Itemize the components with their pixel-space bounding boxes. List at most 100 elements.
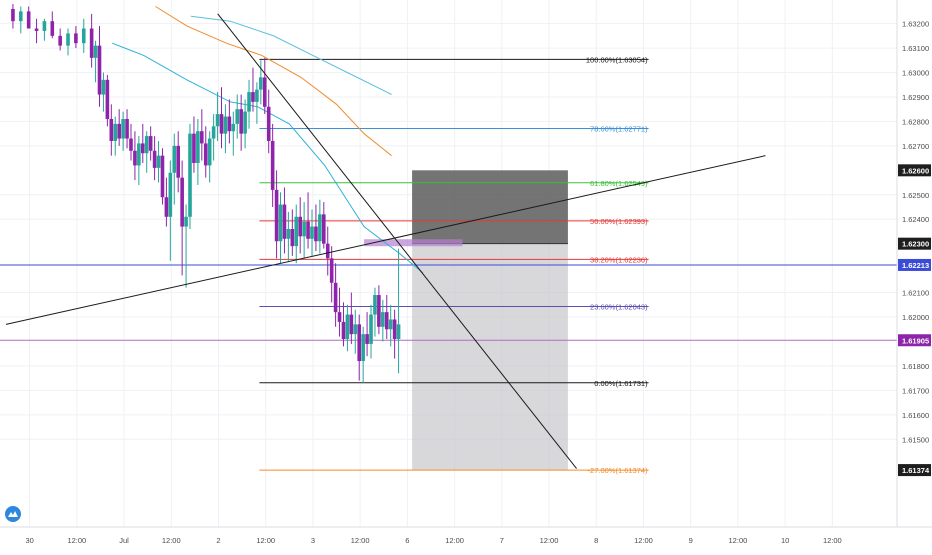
candle-body: [314, 226, 318, 242]
candlestick-series: [11, 4, 401, 384]
moving-averages: [112, 6, 424, 274]
price-tick-label: 1.61700: [902, 386, 929, 395]
time-tick-label: 12:00: [67, 536, 86, 545]
candle-body: [294, 216, 299, 247]
price-axis[interactable]: 1.63200 1.63100 1.63000 1.62900 1.62800 1.627…: [896, 0, 932, 550]
candle-body: [369, 314, 373, 344]
candle-body: [176, 145, 181, 178]
candle-body: [172, 145, 177, 173]
candle-body: [34, 28, 39, 31]
time-tick-label: 12:00: [256, 536, 275, 545]
candle-body: [168, 172, 173, 217]
candle-body: [211, 126, 216, 139]
candle-body: [180, 177, 184, 227]
price-tick-label: 1.62400: [902, 215, 929, 224]
candle-body: [357, 324, 362, 362]
candle-body: [274, 189, 279, 242]
position-zones[interactable]: [364, 170, 568, 471]
candle-body: [310, 226, 314, 239]
candle-body: [200, 131, 204, 144]
trendline[interactable]: [217, 13, 577, 469]
candle-body: [377, 295, 381, 327]
candle-body: [89, 28, 94, 58]
time-tick-label: 30: [25, 536, 33, 545]
price-tick-label: 1.62700: [902, 142, 929, 151]
candle-body: [58, 35, 62, 46]
take-profit-zone[interactable]: [412, 243, 568, 471]
candle-body: [101, 79, 106, 95]
candle-body: [26, 11, 31, 29]
candle-body: [152, 150, 157, 168]
price-tick-label: 1.61600: [902, 411, 929, 420]
moving-average-line: [112, 42, 424, 274]
candle-body: [318, 214, 322, 242]
time-tick-label: 12:00: [351, 536, 370, 545]
price-tick-label: 1.62100: [902, 289, 929, 298]
price-badge-label: 1.62213: [902, 261, 929, 270]
candle-body: [184, 216, 188, 227]
fib-level-label: 78.60%(1.62771): [590, 125, 648, 134]
price-badge-label: 1.62300: [902, 240, 929, 249]
candle-body: [164, 197, 169, 217]
candle-body: [243, 111, 247, 134]
candle-body: [247, 92, 251, 112]
candle-body: [196, 131, 200, 163]
candle-body: [66, 33, 70, 46]
candle-body: [133, 150, 137, 166]
candle-body: [121, 118, 125, 139]
candle-body: [223, 116, 228, 134]
price-axis-background: [897, 0, 932, 550]
candle-body: [396, 324, 401, 340]
price-tick-label: 1.63200: [902, 20, 929, 29]
fib-level-label: 100.00%(1.63054): [586, 55, 648, 64]
candle-body: [290, 229, 295, 247]
candle-body: [270, 140, 275, 190]
candle-body: [140, 143, 145, 154]
fib-level-label: 50.00%(1.62393): [590, 217, 648, 226]
fib-level-label: -27.00%(1.61374): [588, 466, 649, 475]
time-tick-label: 12:00: [445, 536, 464, 545]
candle-body: [42, 21, 47, 31]
trendlines[interactable]: [5, 13, 766, 469]
candle-body: [373, 295, 377, 315]
candle-body: [262, 77, 267, 107]
candle-body: [384, 312, 389, 330]
price-badge: [898, 258, 931, 271]
candle-body: [255, 89, 259, 102]
candle-body: [353, 324, 358, 335]
candle-body: [192, 133, 196, 163]
candle-body: [392, 319, 397, 340]
candle-body: [11, 8, 15, 22]
candle-body: [188, 133, 192, 217]
fib-level-label: 61.80%(1.62549): [590, 179, 648, 188]
candle-body: [203, 143, 208, 166]
candle-body: [113, 123, 118, 141]
fibonacci-retracement[interactable]: 100.00%(1.63054) 78.60%(1.62771) 61.80%(1.…: [259, 55, 649, 475]
candle-body: [235, 109, 240, 124]
horizontal-lines[interactable]: [0, 264, 897, 341]
time-tick-label: 9: [689, 536, 693, 545]
candle-body: [365, 334, 369, 344]
time-tick-label: 12:00: [729, 536, 748, 545]
candle-body: [239, 109, 243, 134]
candle-body: [156, 155, 161, 168]
time-tick-label: 12:00: [540, 536, 559, 545]
time-tick-label: Jul: [119, 536, 129, 545]
tradingview-cloud-icon[interactable]: [5, 506, 21, 522]
fib-level-label: 23.60%(1.62043): [590, 303, 648, 312]
candle-body: [251, 92, 255, 102]
stop-loss-zone[interactable]: [412, 170, 568, 244]
time-axis[interactable]: 30 12:00 Jul 12:00 2 12:00 3 12:00 6 12:00 7 12:00 8…: [0, 526, 932, 545]
trendline[interactable]: [5, 155, 766, 325]
time-tick-label: 2: [216, 536, 220, 545]
price-badge-label: 1.62600: [902, 166, 929, 175]
candle-body: [93, 45, 98, 58]
candle-body: [227, 116, 232, 132]
candle-body: [341, 321, 346, 340]
candle-body: [259, 77, 263, 90]
candle-body: [105, 79, 110, 119]
candle-body: [144, 136, 149, 154]
entry-marker: [364, 239, 463, 247]
